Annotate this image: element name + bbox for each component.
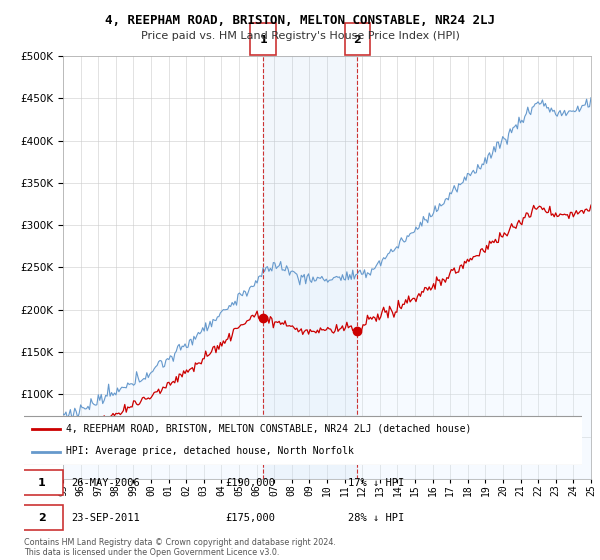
Bar bbox=[263, 56, 357, 479]
Text: Contains HM Land Registry data © Crown copyright and database right 2024.
This d: Contains HM Land Registry data © Crown c… bbox=[24, 538, 336, 557]
FancyBboxPatch shape bbox=[344, 24, 370, 55]
Text: 26-MAY-2006: 26-MAY-2006 bbox=[71, 478, 140, 488]
Text: 4, REEPHAM ROAD, BRISTON, MELTON CONSTABLE, NR24 2LJ (detached house): 4, REEPHAM ROAD, BRISTON, MELTON CONSTAB… bbox=[66, 423, 471, 433]
Text: 2: 2 bbox=[353, 35, 361, 44]
FancyBboxPatch shape bbox=[21, 505, 63, 530]
Text: Price paid vs. HM Land Registry's House Price Index (HPI): Price paid vs. HM Land Registry's House … bbox=[140, 31, 460, 41]
FancyBboxPatch shape bbox=[250, 24, 276, 55]
Text: 1: 1 bbox=[259, 35, 267, 44]
Text: HPI: Average price, detached house, North Norfolk: HPI: Average price, detached house, Nort… bbox=[66, 446, 354, 456]
Text: £175,000: £175,000 bbox=[225, 512, 275, 522]
FancyBboxPatch shape bbox=[19, 416, 585, 464]
Text: 23-SEP-2011: 23-SEP-2011 bbox=[71, 512, 140, 522]
Text: 2: 2 bbox=[38, 512, 46, 522]
Text: 17% ↓ HPI: 17% ↓ HPI bbox=[347, 478, 404, 488]
Text: 1: 1 bbox=[38, 478, 46, 488]
Text: £190,000: £190,000 bbox=[225, 478, 275, 488]
Text: 4, REEPHAM ROAD, BRISTON, MELTON CONSTABLE, NR24 2LJ: 4, REEPHAM ROAD, BRISTON, MELTON CONSTAB… bbox=[105, 14, 495, 27]
FancyBboxPatch shape bbox=[21, 470, 63, 496]
Text: 28% ↓ HPI: 28% ↓ HPI bbox=[347, 512, 404, 522]
